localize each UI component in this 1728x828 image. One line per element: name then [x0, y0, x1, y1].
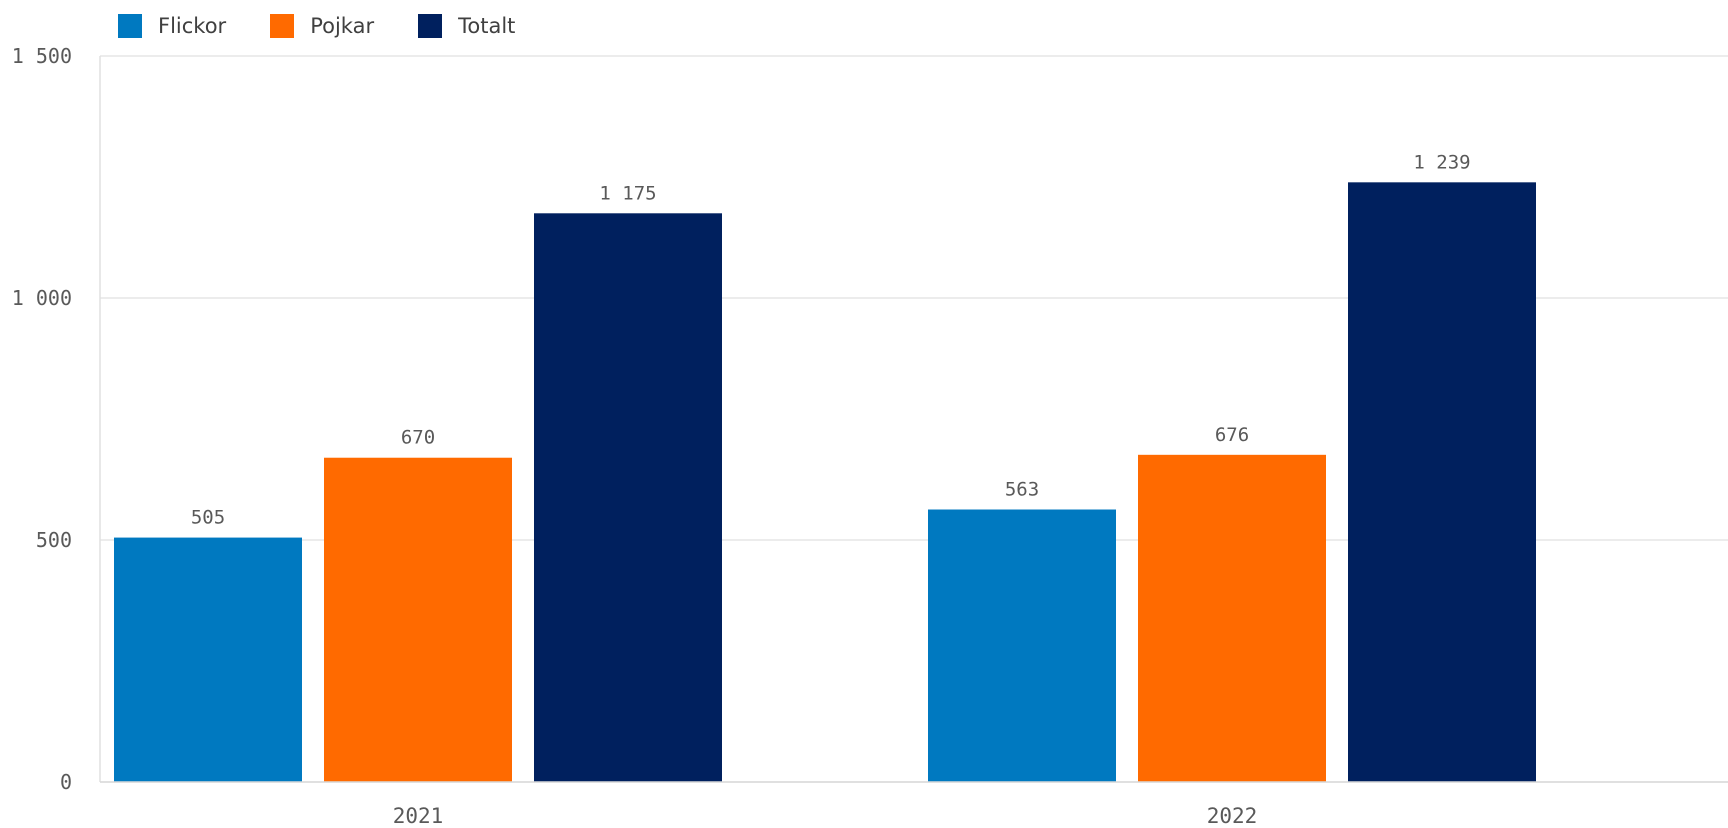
legend-item-flickor[interactable]: Flickor: [118, 14, 226, 38]
x-tick-label: 2021: [393, 804, 444, 828]
data-label: 563: [1005, 479, 1039, 501]
legend-item-pojkar[interactable]: Pojkar: [270, 14, 374, 38]
bar-totalt-2022: [1348, 182, 1536, 783]
data-label: 670: [401, 427, 435, 449]
bar-flickor-2021: [114, 537, 302, 782]
legend-swatch-flickor: [118, 14, 142, 38]
data-label: 1 239: [1413, 151, 1470, 173]
bar-pojkar-2022: [1138, 454, 1326, 782]
bar-pojkar-2021: [324, 457, 512, 782]
bar-totalt-2021: [534, 213, 722, 783]
x-tick-label: 2022: [1207, 804, 1258, 828]
bar-flickor-2022: [928, 509, 1116, 782]
y-tick-label: 0: [60, 770, 72, 794]
legend-label-flickor: Flickor: [158, 14, 227, 38]
legend-item-totalt[interactable]: Totalt: [418, 14, 515, 38]
legend-label-pojkar: Pojkar: [310, 14, 375, 38]
y-tick-label: 500: [36, 528, 72, 552]
y-tick-label: 1 500: [12, 44, 72, 68]
legend-label-totalt: Totalt: [458, 14, 516, 38]
legend-swatch-pojkar: [270, 14, 295, 38]
legend-swatch-totalt: [418, 14, 443, 38]
data-label: 505: [191, 507, 225, 529]
y-tick-label: 1 000: [12, 286, 72, 310]
data-label: 1 175: [599, 182, 656, 204]
legend: Flickor Pojkar Totalt: [118, 10, 559, 42]
data-label: 676: [1215, 424, 1249, 446]
